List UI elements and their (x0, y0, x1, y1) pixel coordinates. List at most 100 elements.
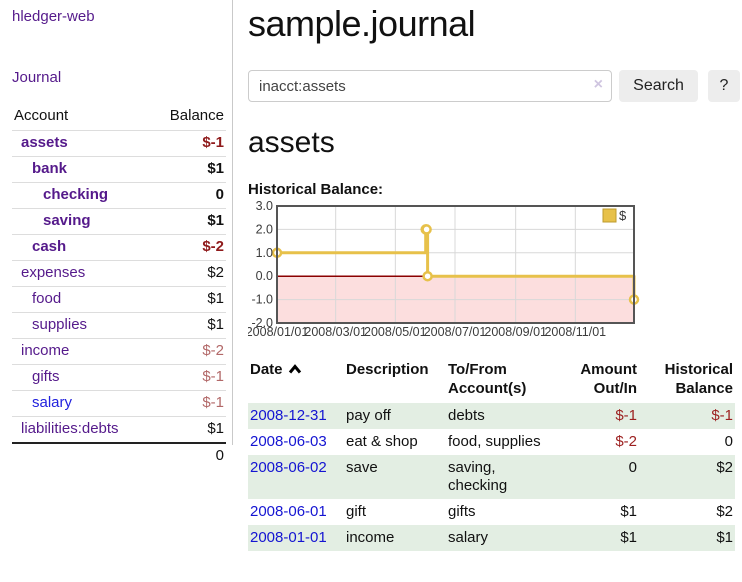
accounts-header-balance: Balance (169, 107, 224, 124)
search-box: × (248, 70, 612, 102)
account-row: supplies $1 (12, 312, 226, 339)
accounts-total-row: 0 (12, 442, 226, 469)
svg-text:2008/07/01: 2008/07/01 (424, 325, 487, 339)
account-balance: 0 (151, 182, 226, 209)
register-row: 2008-12-31 pay off debts $-1 $-1 (248, 403, 735, 429)
account-link[interactable]: salary (32, 394, 73, 411)
accounts-total-balance: 0 (151, 442, 226, 469)
account-row: expenses $2 (12, 260, 226, 287)
transaction-amount: $1 (620, 503, 637, 520)
account-row: checking 0 (12, 182, 226, 209)
register-header-accounts: To/From Account(s) (448, 361, 527, 397)
register-row: 2008-01-01 income salary $1 $1 (248, 525, 735, 551)
transaction-balance: $1 (716, 529, 733, 546)
account-link[interactable]: assets (21, 134, 68, 151)
transaction-accounts: debts (448, 407, 485, 424)
sidebar: hledger-web Journal Account Balance asse… (0, 0, 233, 469)
account-row: bank $1 (12, 156, 226, 183)
svg-text:-2.0: -2.0 (251, 316, 273, 330)
help-button[interactable]: ? (708, 70, 740, 102)
search-input[interactable] (248, 70, 612, 102)
account-link[interactable]: cash (32, 238, 67, 255)
register-header-balance: Historical Balance (664, 361, 733, 397)
transaction-date-cell: 2008-06-03 (248, 429, 346, 455)
account-row: assets $-1 (12, 130, 226, 157)
transaction-balance: $2 (716, 459, 733, 476)
search-button[interactable]: Search (619, 70, 698, 102)
account-row: cash $-2 (12, 234, 226, 261)
svg-text:2008/01/01: 2008/01/01 (248, 325, 308, 339)
transaction-balance: $2 (716, 503, 733, 520)
transaction-amount: $-1 (615, 407, 637, 424)
account-link[interactable]: food (32, 290, 62, 307)
account-link[interactable]: supplies (32, 316, 88, 333)
account-row: salary $-1 (12, 390, 226, 417)
transaction-date-link[interactable]: 2008-01-01 (250, 529, 327, 546)
transaction-description: save (346, 459, 378, 476)
transaction-balance: 0 (724, 433, 733, 450)
register-body: 2008-12-31 pay off debts $-1 $-1 2008-06-03 ea… (248, 403, 735, 551)
register-row: 2008-06-01 gift gifts $1 $2 (248, 499, 735, 525)
app-brand-link[interactable]: hledger-web (12, 8, 95, 25)
accounts-table: Account Balance assets $-1 bank $1 checking 0… (12, 102, 226, 469)
svg-text:$: $ (619, 208, 627, 223)
chart-canvas[interactable]: $3.0 2.0 1.0 0.0 -1.0 -2.02008/01/012008/03/0… (246, 199, 742, 343)
account-balance: $-1 (151, 364, 226, 391)
account-row: income $-2 (12, 338, 226, 365)
svg-text:-1.0: -1.0 (251, 293, 273, 307)
account-link[interactable]: bank (32, 160, 68, 177)
svg-text:2008/05/01: 2008/05/01 (364, 325, 427, 339)
account-link[interactable]: checking (43, 186, 109, 203)
transaction-description: pay off (346, 407, 391, 424)
account-link[interactable]: income (21, 342, 70, 359)
chart-legend: $ (602, 208, 627, 223)
svg-text:2008/11/01: 2008/11/01 (544, 325, 606, 339)
account-link[interactable]: gifts (32, 368, 60, 385)
register-header-description: Description (346, 361, 429, 378)
account-row: food $1 (12, 286, 226, 313)
page-title: sample.journal (248, 3, 476, 44)
transaction-date-link[interactable]: 2008-06-03 (250, 433, 327, 450)
chart-label: Historical Balance: (248, 181, 384, 198)
account-balance: $1 (151, 312, 226, 339)
historical-balance-chart[interactable]: $3.0 2.0 1.0 0.0 -1.0 -2.0 2008/01/01 2008/03/0… (246, 199, 742, 343)
transaction-amount: 0 (628, 459, 637, 476)
transaction-amount: $1 (620, 529, 637, 546)
svg-text:2008/09/01: 2008/09/01 (484, 325, 547, 339)
account-link[interactable]: liabilities:debts (21, 420, 119, 437)
transaction-accounts: food, supplies (448, 433, 541, 450)
svg-text:0.0: 0.0 (256, 269, 273, 283)
transaction-date-cell: 2008-12-31 (248, 403, 346, 429)
sort-ascending-icon (288, 364, 301, 374)
account-balance: $1 (151, 156, 226, 183)
transaction-date-link[interactable]: 2008-06-02 (250, 459, 327, 476)
accounts-header-account: Account (14, 107, 69, 124)
account-balance: $-2 (151, 234, 226, 261)
register-row: 2008-06-02 save saving, checking 0 $2 (248, 455, 735, 499)
transaction-date-cell: 2008-01-01 (248, 525, 346, 551)
account-balance: $-1 (151, 390, 226, 417)
transaction-accounts: saving, checking (448, 459, 508, 494)
svg-text:1.0: 1.0 (256, 246, 273, 260)
accounts-body: assets $-1 bank $1 checking 0 saving $1 cash $-2 e… (12, 130, 226, 443)
transaction-description: income (346, 529, 395, 546)
account-row: saving $1 (12, 208, 226, 235)
transaction-date-link[interactable]: 2008-06-01 (250, 503, 327, 520)
sidebar-item-journal[interactable]: Journal (12, 69, 62, 86)
transaction-date-cell: 2008-06-01 (248, 499, 346, 525)
transaction-accounts: gifts (448, 503, 476, 520)
main-content: sample.journal × Search ? assets Histori… (246, 0, 742, 551)
transaction-amount: $-2 (615, 433, 637, 450)
account-balance: $-1 (151, 130, 226, 157)
register-table: Date Description To/From Account(s) Amou… (248, 358, 735, 551)
account-link[interactable]: saving (43, 212, 91, 229)
account-balance: $2 (151, 260, 226, 287)
account-balance: $1 (151, 416, 226, 443)
account-row: liabilities:debts $1 (12, 416, 226, 443)
account-row: gifts $-1 (12, 364, 226, 391)
register-row: 2008-06-03 eat & shop food, supplies $-2 0 (248, 429, 735, 455)
clear-search-icon[interactable]: × (593, 76, 603, 93)
account-link[interactable]: expenses (21, 264, 86, 281)
transaction-date-link[interactable]: 2008-12-31 (250, 407, 327, 424)
register-header-date[interactable]: Date (248, 358, 346, 403)
